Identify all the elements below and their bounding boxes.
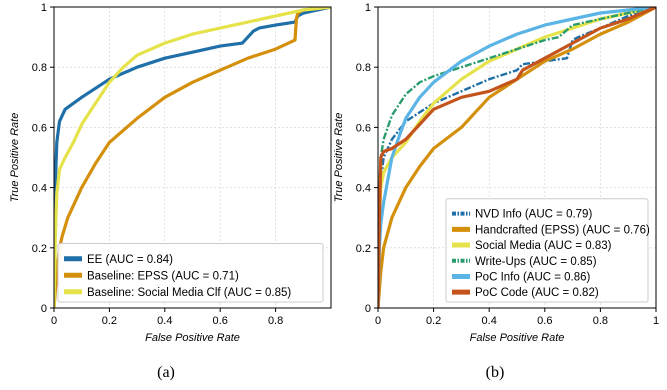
series-line [378, 7, 656, 308]
legend-box [445, 198, 649, 303]
panel-caption: (b) [486, 364, 505, 381]
series-line [378, 7, 656, 308]
legend-entry-label: Baseline: Social Media Clf (AUC = 0.85) [87, 287, 291, 299]
x-tick-label: 0.6 [537, 315, 552, 327]
y-axis-label: True Positive Rate [333, 113, 345, 203]
legend-entry-label: NVD Info (AUC = 0.79) [475, 209, 592, 221]
y-tick-label: 0.8 [32, 62, 47, 74]
x-tick-label: 1 [653, 315, 659, 327]
series-line [378, 7, 656, 308]
series-line [378, 7, 656, 308]
legend-entry-label: EE (AUC = 0.84) [87, 254, 173, 266]
legend: NVD Info (AUC = 0.79) Handcrafted (EPSS) … [445, 198, 650, 303]
legend-entry-label: PoC Code (AUC = 0.82) [475, 287, 599, 299]
panel-b: 0 0.2 0.4 0.6 0.8 1 0 0.2 0.4 0.6 0.8 1 False Positi… [333, 2, 659, 381]
y-axis-label: True Positive Rate [9, 113, 21, 203]
y-tick-label: 0.6 [356, 122, 371, 134]
y-tick-label: 0.4 [356, 183, 371, 195]
legend: EE (AUC = 0.84) Baseline: EPSS (AUC = 0.7… [57, 243, 324, 303]
panel-caption: (a) [157, 364, 175, 381]
series-line [378, 7, 656, 308]
x-tick-label: 0 [51, 315, 57, 327]
legend-entry-label: Write-Ups (AUC = 0.85) [475, 256, 597, 268]
legend-entry-label: PoC Info (AUC = 0.86) [475, 271, 591, 283]
legend-entry-label: Handcrafted (EPSS) (AUC = 0.76) [475, 224, 650, 236]
y-tick-label: 1 [365, 2, 371, 14]
y-tick-label: 0 [365, 303, 371, 315]
x-axis-label: False Positive Rate [470, 332, 565, 344]
x-tick-label: 0.8 [593, 315, 608, 327]
y-tick-label: 1 [41, 2, 47, 14]
y-tick-label: 0 [41, 303, 47, 315]
legend-entry-label: Social Media (AUC = 0.83) [475, 240, 612, 252]
y-tick-label: 0.6 [32, 122, 47, 134]
series-line [54, 7, 331, 308]
x-tick-label: 0.2 [102, 315, 117, 327]
x-tick-label: 0.8 [268, 315, 283, 327]
x-tick-label: 0.2 [426, 315, 441, 327]
x-tick-label: 0 [375, 315, 381, 327]
y-tick-label: 0.8 [356, 62, 371, 74]
legend-entry-label: Baseline: EPSS (AUC = 0.71) [87, 270, 239, 282]
series-line [54, 7, 331, 308]
y-tick-label: 0.4 [32, 183, 47, 195]
x-axis-label: False Positive Rate [145, 332, 240, 344]
legend-box [57, 243, 324, 303]
panel-a: 0 0.2 0.4 0.6 0.8 0 0.2 0.4 0.6 0.8 1 False Positiv… [9, 2, 332, 381]
x-tick-label: 0.4 [482, 315, 497, 327]
y-tick-label: 0.2 [32, 243, 47, 255]
axes-frame [377, 6, 657, 309]
axes-frame [53, 6, 332, 309]
x-tick-label: 0.4 [157, 315, 172, 327]
y-tick-label: 0.2 [356, 243, 371, 255]
x-tick-label: 0.6 [213, 315, 228, 327]
series-line [378, 7, 656, 308]
